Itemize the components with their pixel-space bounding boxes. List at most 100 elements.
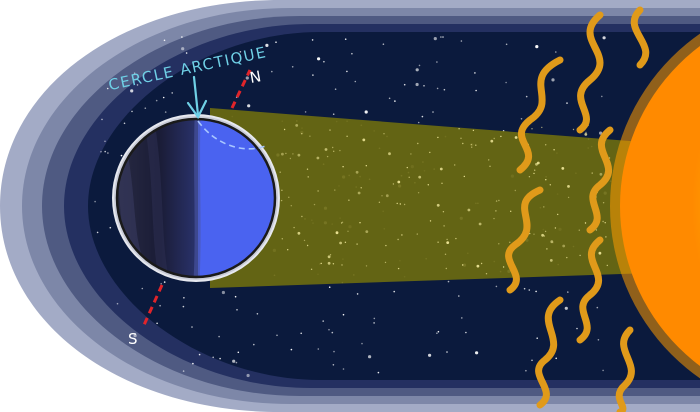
star bbox=[415, 82, 419, 87]
beam-sparkle bbox=[514, 136, 518, 139]
star bbox=[555, 357, 557, 360]
beam-sparkle bbox=[595, 229, 598, 231]
star bbox=[246, 373, 250, 378]
star bbox=[344, 38, 347, 40]
star bbox=[495, 285, 498, 288]
beam-sparkle bbox=[429, 220, 432, 222]
sun bbox=[505, 6, 700, 412]
beam-sparkle bbox=[429, 151, 431, 154]
beam-sparkle bbox=[557, 213, 559, 216]
beam-sparkle bbox=[502, 266, 505, 268]
beam-sparkle bbox=[279, 171, 281, 173]
star bbox=[271, 70, 273, 73]
beam-sparkle bbox=[401, 234, 403, 236]
star bbox=[185, 52, 188, 54]
star bbox=[535, 45, 539, 49]
beam-sparkle bbox=[397, 267, 400, 270]
beam-sparkle bbox=[490, 139, 494, 143]
star bbox=[156, 322, 158, 325]
star bbox=[334, 88, 337, 90]
beam-sparkle bbox=[599, 172, 603, 176]
beam-sparkle bbox=[397, 238, 399, 241]
star bbox=[447, 280, 450, 283]
beam-sparkle bbox=[397, 180, 401, 184]
star bbox=[245, 76, 249, 80]
beam-sparkle bbox=[471, 146, 473, 148]
beam-sparkle bbox=[493, 137, 495, 140]
beam-sparkle bbox=[334, 189, 336, 191]
star bbox=[237, 351, 240, 354]
star bbox=[442, 36, 444, 38]
beam-sparkle bbox=[285, 152, 287, 155]
star bbox=[436, 87, 439, 90]
beam-sparkle bbox=[332, 146, 334, 149]
star bbox=[342, 368, 345, 370]
beam-sparkle bbox=[498, 199, 500, 202]
beam-sparkle bbox=[535, 162, 538, 166]
star bbox=[505, 43, 508, 46]
beam-sparkle bbox=[406, 166, 408, 169]
beam-sparkle bbox=[381, 195, 383, 197]
star bbox=[373, 317, 376, 320]
star bbox=[94, 200, 96, 203]
star bbox=[551, 78, 555, 82]
beam-sparkle bbox=[509, 241, 511, 243]
beam-sparkle bbox=[418, 175, 422, 179]
beam-sparkle bbox=[544, 230, 547, 233]
beam-sparkle bbox=[378, 201, 381, 203]
star bbox=[144, 107, 147, 109]
beam-sparkle bbox=[543, 206, 545, 208]
beam-sparkle bbox=[446, 238, 448, 241]
beam-sparkle bbox=[297, 231, 301, 235]
star bbox=[351, 52, 353, 55]
star bbox=[382, 43, 385, 45]
beam-sparkle bbox=[344, 241, 347, 243]
star bbox=[322, 320, 325, 322]
beam-sparkle bbox=[437, 241, 439, 243]
beam-sparkle bbox=[550, 240, 554, 244]
star bbox=[323, 60, 325, 63]
star bbox=[535, 290, 537, 293]
beam-sparkle bbox=[602, 220, 604, 223]
arctic-circle-line bbox=[197, 120, 269, 150]
star bbox=[159, 304, 161, 307]
star bbox=[181, 36, 183, 38]
star bbox=[198, 353, 201, 356]
beam-sparkle bbox=[445, 267, 447, 270]
star bbox=[520, 118, 523, 120]
star bbox=[356, 293, 359, 295]
star bbox=[300, 332, 303, 335]
beam-sparkle bbox=[360, 187, 362, 189]
beam-sparkle bbox=[399, 203, 401, 205]
beam-sparkle bbox=[462, 264, 464, 266]
star bbox=[525, 95, 528, 98]
star bbox=[155, 99, 158, 102]
star bbox=[96, 231, 99, 234]
star bbox=[291, 66, 294, 68]
beam-sparkle bbox=[489, 165, 491, 167]
beam-sparkle bbox=[608, 157, 611, 159]
star bbox=[599, 131, 603, 135]
beam-sparkle bbox=[297, 153, 301, 157]
star bbox=[312, 74, 314, 76]
star bbox=[328, 328, 330, 331]
beam-sparkle bbox=[339, 149, 341, 152]
beam-sparkle bbox=[365, 230, 369, 234]
star bbox=[597, 339, 600, 341]
star bbox=[182, 305, 185, 308]
star bbox=[160, 282, 162, 285]
beam-sparkle bbox=[584, 222, 587, 224]
beam-sparkle bbox=[567, 196, 570, 199]
beam-sparkle bbox=[385, 194, 389, 198]
star bbox=[265, 43, 269, 48]
star bbox=[133, 334, 137, 338]
beam-sparkle bbox=[427, 184, 429, 186]
beam-sparkle bbox=[333, 150, 335, 152]
star bbox=[354, 80, 357, 83]
star bbox=[394, 100, 396, 102]
star bbox=[346, 70, 348, 73]
beam-sparkle bbox=[495, 200, 498, 202]
beam-sparkle bbox=[533, 172, 535, 175]
beam-sparkle bbox=[462, 142, 464, 145]
star bbox=[123, 122, 126, 125]
